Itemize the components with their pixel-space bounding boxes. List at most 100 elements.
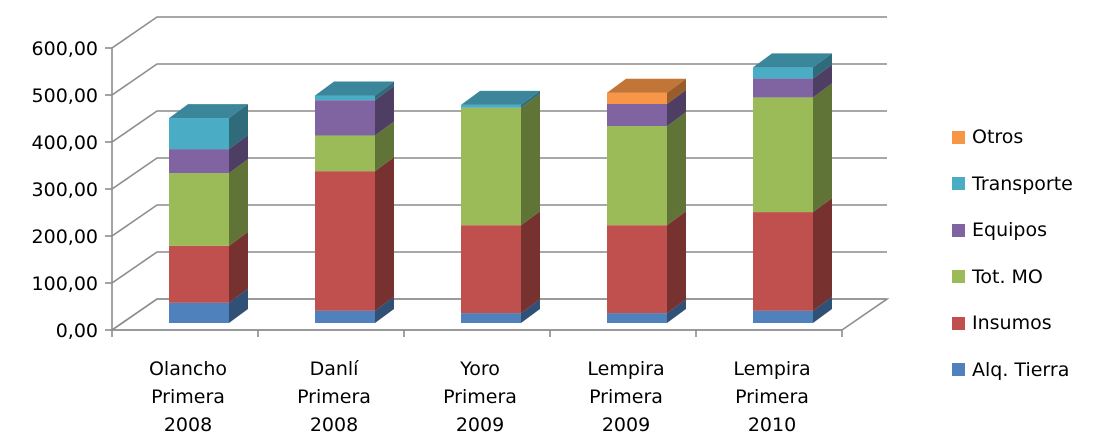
legend-swatch <box>952 270 965 284</box>
bar-front <box>753 212 813 311</box>
bar-front <box>607 103 667 127</box>
x-tick-label: Olancho <box>149 358 227 380</box>
bar-top <box>169 104 248 119</box>
x-tick-label: Primera <box>589 386 663 408</box>
bar-top <box>753 53 832 68</box>
bar-segment <box>315 157 394 311</box>
x-tick-label: 2010 <box>748 414 796 436</box>
legend-swatch <box>952 363 965 377</box>
bar-front <box>607 313 667 323</box>
bar-side <box>667 78 686 104</box>
gridlines <box>109 16 890 331</box>
bar-front <box>461 313 521 323</box>
bar-segment <box>169 104 248 150</box>
y-tick-label: 400,00 <box>32 132 98 154</box>
bar-side <box>667 211 686 314</box>
y-tick-label: 0,00 <box>56 320 98 342</box>
bar-segment <box>315 81 394 101</box>
bar-segment <box>607 89 686 127</box>
legend: Otros Transporte Equipos Tot. MO Insumos Alq.… <box>952 114 1098 393</box>
bar-segment <box>169 135 248 174</box>
bar-side <box>375 86 394 136</box>
x-tick-label: Primera <box>151 386 225 408</box>
bar-side <box>667 89 686 127</box>
bar-front <box>315 95 375 101</box>
legend-swatch <box>952 130 965 144</box>
legend-label: Transporte <box>972 172 1073 195</box>
bar-side <box>521 93 540 226</box>
legend-label: Equipos <box>972 219 1047 242</box>
bars <box>169 53 832 323</box>
bar-front <box>315 135 375 172</box>
bar-top <box>607 78 686 93</box>
bar-front <box>753 78 813 98</box>
bar-side <box>521 299 540 323</box>
bar-side <box>813 296 832 323</box>
x-tick-label: 2009 <box>602 414 650 436</box>
bar-segment <box>607 78 686 104</box>
bar-front <box>753 310 813 323</box>
y-tick-label: 600,00 <box>32 38 98 60</box>
x-tick-label: Primera <box>735 386 809 408</box>
bar-front <box>169 245 229 303</box>
bar-segment <box>607 299 686 323</box>
bar-side <box>813 83 832 213</box>
x-tick-label: 2008 <box>164 414 212 436</box>
bar-front <box>461 225 521 314</box>
legend-label: Alq. Tierra <box>972 358 1070 381</box>
legend-item: Alq. Tierra <box>952 347 1098 394</box>
bar-segment <box>753 198 832 311</box>
bar-segment <box>169 231 248 303</box>
bar-side <box>813 64 832 98</box>
x-tick-label: Primera <box>297 386 371 408</box>
bar-segment <box>315 296 394 323</box>
legend-label: Tot. MO <box>972 265 1043 288</box>
legend-item: Transporte <box>952 161 1098 208</box>
x-tick-label: Lempira <box>587 358 664 380</box>
bar-segment <box>607 112 686 226</box>
legend-item: Equipos <box>952 207 1098 254</box>
x-tick-label: 2009 <box>456 414 504 436</box>
bar-front <box>461 107 521 226</box>
bar-front <box>753 67 813 79</box>
bar-side <box>229 231 248 303</box>
legend-swatch <box>952 177 965 191</box>
bar-segment <box>753 83 832 213</box>
bar-segment <box>315 86 394 136</box>
bar-segment <box>169 159 248 246</box>
bar-front <box>607 126 667 226</box>
bar-front <box>607 225 667 314</box>
bar-side <box>229 288 248 323</box>
y-tick-label: 300,00 <box>32 179 98 201</box>
y-tick-label: 500,00 <box>32 85 98 107</box>
bar-side <box>667 112 686 226</box>
bar-side <box>375 157 394 311</box>
bar-front <box>315 310 375 323</box>
bar-front <box>169 173 229 246</box>
x-tick-label: Primera <box>443 386 517 408</box>
tick-labels: 0,00 100,00 200,00 300,00 400,00 500,00 600,00… <box>32 38 811 436</box>
bar-front <box>753 97 813 213</box>
bar-side <box>375 81 394 101</box>
legend-item: Otros <box>952 114 1098 161</box>
bar-side <box>375 296 394 323</box>
legend-label: Insumos <box>972 312 1052 335</box>
y-tick-label: 100,00 <box>32 273 98 295</box>
bar-segment <box>753 53 832 79</box>
bar-front <box>169 302 229 323</box>
gridline <box>111 16 887 49</box>
legend-item: Insumos <box>952 300 1098 347</box>
bar-side <box>229 104 248 150</box>
bar-front <box>169 149 229 174</box>
bar-front <box>315 100 375 136</box>
bar-segment <box>461 90 540 108</box>
legend-item: Tot. MO <box>952 254 1098 301</box>
x-tick-label: Danlí <box>310 358 360 380</box>
bar-top <box>315 81 394 96</box>
bar-segment <box>461 211 540 314</box>
bar-top <box>461 90 540 105</box>
bar-segment <box>753 64 832 98</box>
legend-swatch <box>952 316 965 330</box>
bar-side <box>229 135 248 174</box>
